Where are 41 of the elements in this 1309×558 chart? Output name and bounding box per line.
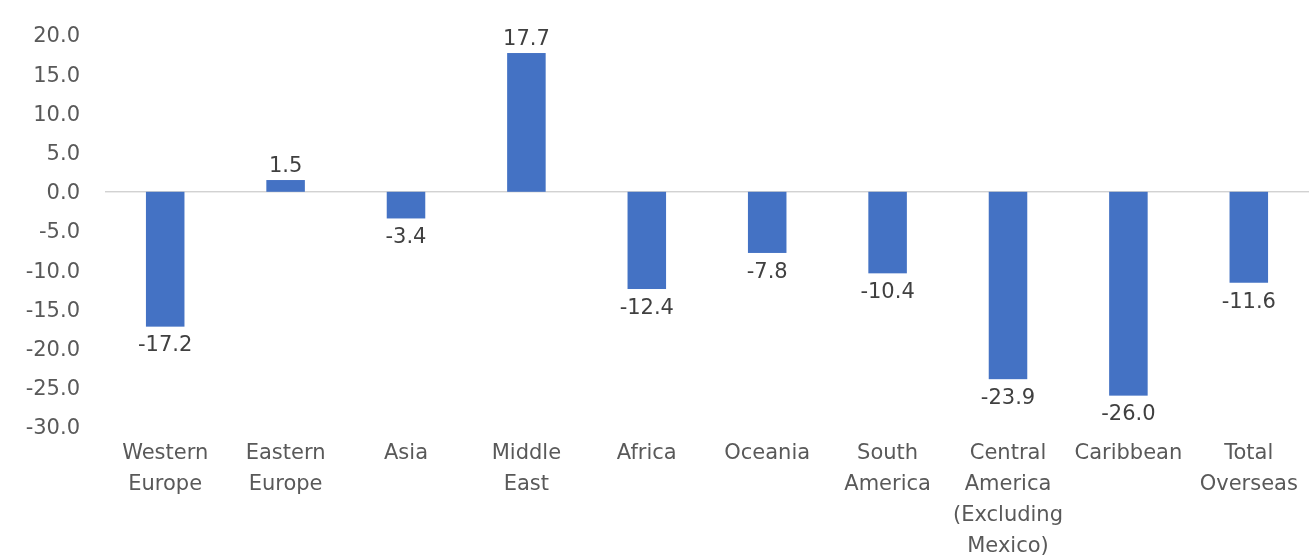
x-tick-label: Asia [383, 440, 429, 464]
bar [386, 191, 426, 219]
data-label: -23.9 [980, 384, 1036, 409]
data-label: -7.8 [746, 258, 788, 283]
x-tick-label: Western Europe [122, 440, 209, 495]
data-label: -3.4 [385, 224, 427, 249]
bar [145, 191, 185, 327]
data-label: -12.4 [619, 294, 674, 319]
bar [868, 191, 907, 274]
bar [747, 191, 787, 253]
y-tick-label: 10.0 [33, 101, 80, 126]
y-tick-label: 15.0 [33, 62, 80, 87]
x-tick-label: South America [844, 440, 931, 495]
bar [627, 191, 667, 290]
y-tick-label: -5.0 [39, 219, 80, 244]
x-tick-label: Eastern Europe [245, 440, 326, 495]
data-label: 1.5 [268, 153, 303, 178]
bar [1229, 191, 1269, 283]
data-label: 17.7 [503, 26, 550, 51]
data-label: -11.6 [1221, 288, 1276, 313]
x-tick-label: Middle East [491, 440, 562, 495]
y-tick-label: 20.0 [33, 23, 80, 48]
bar [507, 53, 546, 192]
x-tick-label: Caribbean [1074, 440, 1183, 464]
y-tick-label: 0.0 [46, 180, 80, 205]
data-label: -17.2 [138, 332, 193, 357]
y-tick-label: -30.0 [25, 415, 80, 440]
bar [266, 180, 305, 192]
y-tick-label: -10.0 [25, 258, 80, 283]
y-tick-label: -25.0 [25, 376, 80, 401]
y-tick-label: 5.0 [46, 140, 80, 165]
y-tick-label: -15.0 [25, 297, 80, 322]
x-tick-label: Oceania [724, 440, 811, 464]
x-tick-label: Total Overseas [1199, 440, 1298, 495]
data-label: -26.0 [1101, 401, 1156, 426]
bar [1109, 191, 1148, 396]
y-tick-label: -20.0 [25, 336, 80, 361]
bar [988, 191, 1028, 380]
data-label: -10.4 [860, 279, 915, 304]
x-tick-label: Africa [616, 440, 677, 464]
x-tick-label: Central America (Excluding Mexico) [952, 440, 1064, 557]
